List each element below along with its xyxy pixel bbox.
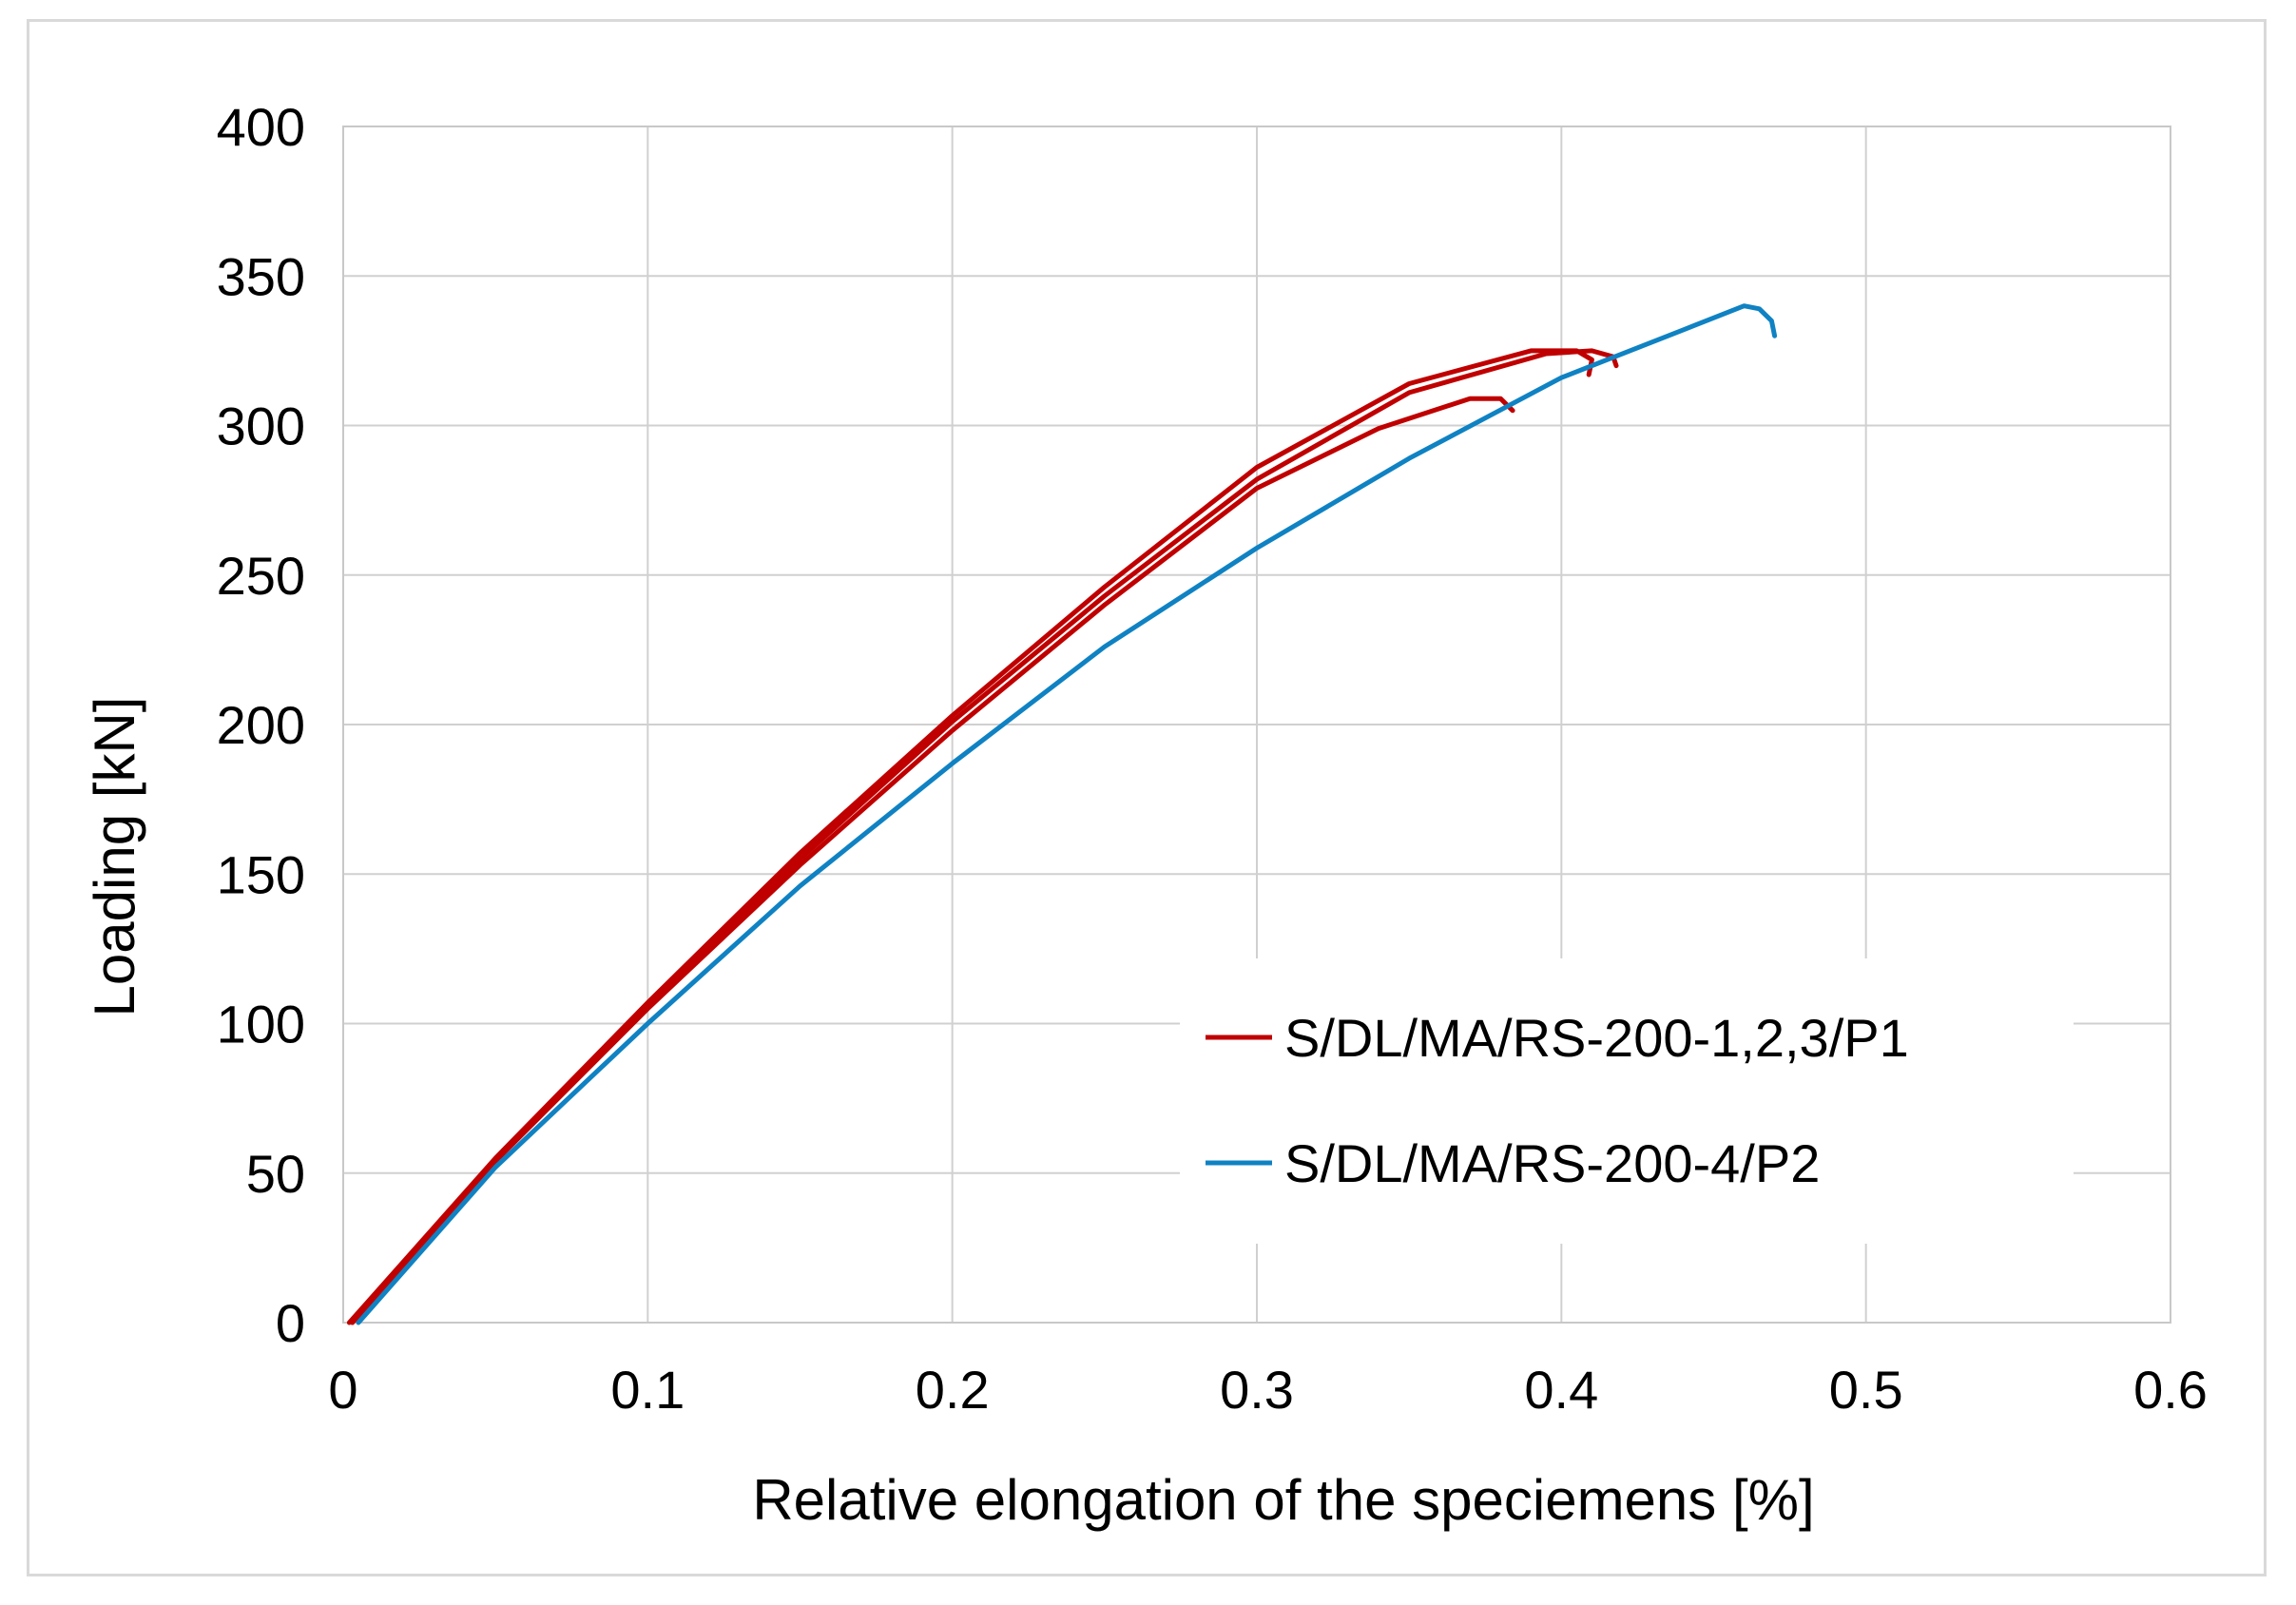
x-tick-label: 0.1 (610, 1360, 685, 1420)
y-tick-label: 350 (217, 246, 305, 306)
y-axis-title: Loading [kN] (83, 697, 146, 1017)
y-tick-label: 400 (217, 97, 305, 157)
chart-frame: 0 50 100 150 200 250 300 350 400 0 0.1 0.2 0.3 0.4 0.5… (27, 19, 2267, 1576)
x-axis-title: Relative elongation of the speciemens [%… (752, 1468, 1814, 1532)
chart-svg: 0 50 100 150 200 250 300 350 400 0 0.1 0.2 0.3 0.4 0.5… (83, 97, 2208, 1532)
series-layer (346, 303, 1778, 1325)
x-tick-label: 0 (328, 1360, 357, 1420)
x-tick-label: 0.3 (1220, 1360, 1294, 1420)
x-tick-label: 0.6 (2133, 1360, 2208, 1420)
y-tick-label: 0 (276, 1293, 305, 1353)
x-tick-label: 0.4 (1524, 1360, 1598, 1420)
y-tick-label: 50 (246, 1144, 305, 1204)
legend-background (1180, 958, 2074, 1244)
y-tick-label: 200 (217, 695, 305, 755)
legend-label-p2: S/DL/MA/RS-200-4/P2 (1284, 1133, 1820, 1193)
y-tick-label: 300 (217, 396, 305, 456)
y-tick-label: 250 (217, 546, 305, 606)
axis-layer: 0 50 100 150 200 250 300 350 400 0 0.1 0.2 0.3 0.4 0.5… (217, 97, 2208, 1420)
legend-layer: S/DL/MA/RS-200-1,2,3/P1 S/DL/MA/RS-200-4… (1180, 958, 2074, 1244)
series-line-3 (350, 396, 1515, 1325)
y-tick-label: 100 (217, 995, 305, 1054)
y-tick-label: 150 (217, 844, 305, 904)
x-tick-label: 0.5 (1829, 1360, 1903, 1420)
x-tick-label: 0.2 (916, 1360, 990, 1420)
series-line-4 (356, 303, 1778, 1325)
plot-area-border (342, 126, 2171, 1324)
legend-label-p1: S/DL/MA/RS-200-1,2,3/P1 (1284, 1008, 1909, 1068)
